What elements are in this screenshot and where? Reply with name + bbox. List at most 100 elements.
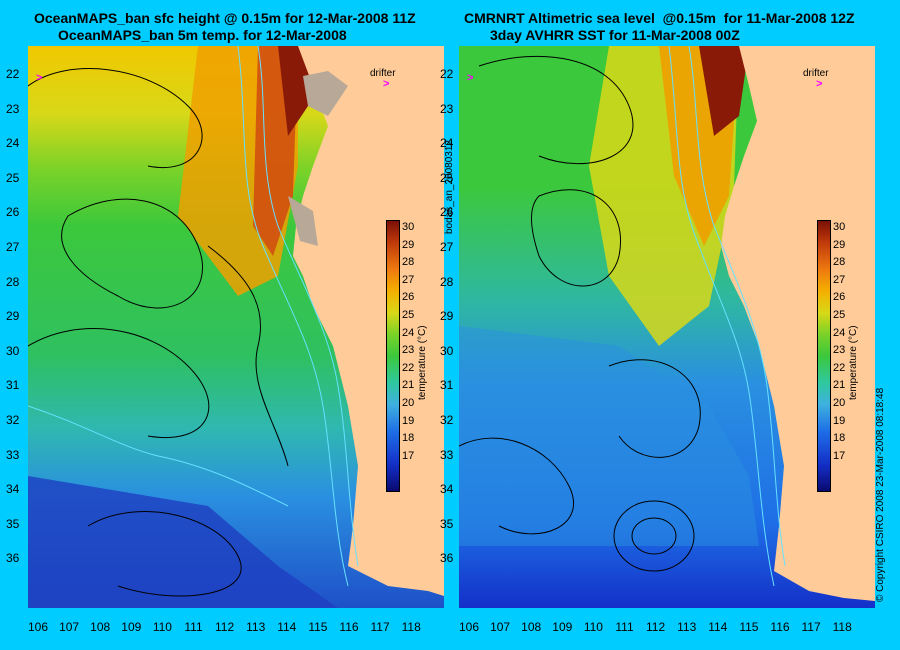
longitude-tick-label: 116 xyxy=(339,620,359,634)
colorbar-tick-label: 21 xyxy=(833,379,846,392)
run-id-label: bodas_an_20080312 xyxy=(444,140,455,234)
colorbar-tick-label: 19 xyxy=(402,414,415,427)
latitude-tick-label: 23 xyxy=(440,101,454,116)
colorbar-tick-label: 27 xyxy=(833,273,846,286)
longitude-tick-label: 117 xyxy=(370,620,390,634)
colorbar-tick-label: 20 xyxy=(402,397,415,409)
sea-level-contour xyxy=(28,68,203,168)
colorbar-tick-label: 28 xyxy=(833,256,846,269)
colorbar-tick-label: 17 xyxy=(402,449,415,462)
colorbar-tick-label: 26 xyxy=(402,291,415,304)
longitude-tick-label: 111 xyxy=(615,620,634,634)
longitude-tick-label: 106 xyxy=(27,620,49,634)
right-colorbar xyxy=(817,220,831,492)
longitude-tick-label: 115 xyxy=(308,620,328,634)
longitude-tick-label: 112 xyxy=(215,620,235,634)
sea-level-contour xyxy=(608,359,701,458)
latitude-tick-label: 36 xyxy=(440,551,454,566)
longitude-tick-label: 110 xyxy=(583,620,603,634)
latitude-tick-label: 35 xyxy=(6,516,20,531)
longitude-tick-label: 106 xyxy=(458,620,480,634)
colorbar-tick-label: 26 xyxy=(833,291,846,304)
latitude-tick-label: 30 xyxy=(6,343,20,358)
left-colorbar-label: temperature (°C) xyxy=(417,325,428,400)
drifter-marker: > xyxy=(36,72,43,84)
colorbar-tick-label: 25 xyxy=(833,309,846,321)
australia-landmass xyxy=(293,46,444,596)
longitude-tick-label: 110 xyxy=(152,620,172,634)
latitude-tick-label: 22 xyxy=(6,67,20,81)
latitude-tick-label: 34 xyxy=(440,482,454,497)
left-colorbar xyxy=(386,220,400,492)
latitude-tick-label: 31 xyxy=(440,378,454,393)
colorbar-tick-label: 23 xyxy=(833,344,846,357)
right-colorbar-label: temperature (°C) xyxy=(848,325,859,400)
right-temperature-map xyxy=(459,46,875,608)
colorbar-tick-label: 24 xyxy=(402,326,415,339)
colorbar-tick-label: 29 xyxy=(402,238,415,251)
bathymetry-contour xyxy=(257,46,359,567)
latitude-tick-label: 28 xyxy=(440,274,454,289)
bathymetry-contour xyxy=(668,46,775,587)
longitude-tick-label: 118 xyxy=(832,620,852,634)
colorbar-tick-label: 30 xyxy=(402,221,415,233)
latitude-tick-label: 26 xyxy=(6,205,20,220)
colorbar-tick-label: 17 xyxy=(833,449,846,462)
eddy-contour-inner xyxy=(631,517,677,555)
longitude-tick-label: 117 xyxy=(801,620,821,634)
latitude-tick-label: 27 xyxy=(440,240,454,254)
longitude-tick-label: 113 xyxy=(246,620,266,634)
latitude-tick-label: 27 xyxy=(6,240,20,254)
hottest-water xyxy=(699,46,749,136)
longitude-tick-label: 115 xyxy=(739,620,759,634)
latitude-tick-label: 33 xyxy=(440,447,454,462)
longitude-tick-label: 118 xyxy=(401,620,421,634)
longitude-tick-label: 107 xyxy=(490,620,511,634)
colorbar-tick-label: 18 xyxy=(402,432,415,445)
colorbar-tick-label: 24 xyxy=(833,326,846,339)
bathymetry-contour xyxy=(688,46,786,567)
colorbar-tick-label: 20 xyxy=(833,397,846,409)
colorbar-tick-label: 21 xyxy=(402,379,415,392)
longitude-tick-label: 108 xyxy=(90,620,111,634)
longitude-tick-label: 109 xyxy=(121,620,142,634)
latitude-tick-label: 23 xyxy=(6,101,20,116)
longitude-tick-label: 107 xyxy=(59,620,80,634)
colorbar-tick-label: 23 xyxy=(402,344,415,357)
sea-level-contour xyxy=(459,437,575,535)
sea-level-contour xyxy=(531,189,621,287)
sea-level-contour xyxy=(87,511,242,597)
latitude-tick-label: 24 xyxy=(440,136,454,151)
latitude-tick-label: 22 xyxy=(440,67,454,81)
copyright-label: © Copyright CSIRO 2008 23-Mar-2008 08:18… xyxy=(875,387,886,602)
latitude-tick-label: 31 xyxy=(6,378,20,393)
longitude-tick-label: 114 xyxy=(277,620,297,634)
latitude-tick-label: 36 xyxy=(6,551,20,566)
latitude-tick-label: 29 xyxy=(6,309,20,324)
sea-level-contour xyxy=(28,328,210,438)
left-map-title-line2: OceanMAPS_ban 5m temp. for 12-Mar-2008 xyxy=(58,27,347,43)
longitude-tick-label: 108 xyxy=(521,620,542,634)
bathymetry-contour xyxy=(28,405,289,507)
bathymetry-contour xyxy=(237,46,349,587)
colorbar-tick-label: 22 xyxy=(833,361,846,374)
latitude-tick-label: 24 xyxy=(6,136,20,151)
colorbar-tick-label: 28 xyxy=(402,256,415,269)
longitude-tick-label: 111 xyxy=(184,620,203,634)
drifter-legend-marker: > xyxy=(816,78,823,90)
latitude-tick-label: 29 xyxy=(440,309,454,324)
right-map-title-line1: CMRNRT Altimetric sea level @0.15m for 1… xyxy=(464,10,855,26)
longitude-tick-label: 116 xyxy=(770,620,790,634)
longitude-tick-label: 112 xyxy=(646,620,666,634)
latitude-tick-label: 26 xyxy=(440,205,454,220)
sea-level-contour xyxy=(207,245,289,467)
latitude-tick-label: 25 xyxy=(6,170,20,185)
colorbar-tick-label: 30 xyxy=(833,221,846,233)
right-map-title-line2: 3day AVHRR SST for 11-Mar-2008 00Z xyxy=(490,27,740,43)
colorbar-tick-label: 25 xyxy=(402,309,415,321)
land-mask-patch-south xyxy=(288,196,318,246)
australia-landmass xyxy=(721,46,875,601)
drifter-legend-label: drifter xyxy=(803,68,829,79)
sea-level-contour xyxy=(478,55,634,165)
colorbar-tick-label: 19 xyxy=(833,414,846,427)
